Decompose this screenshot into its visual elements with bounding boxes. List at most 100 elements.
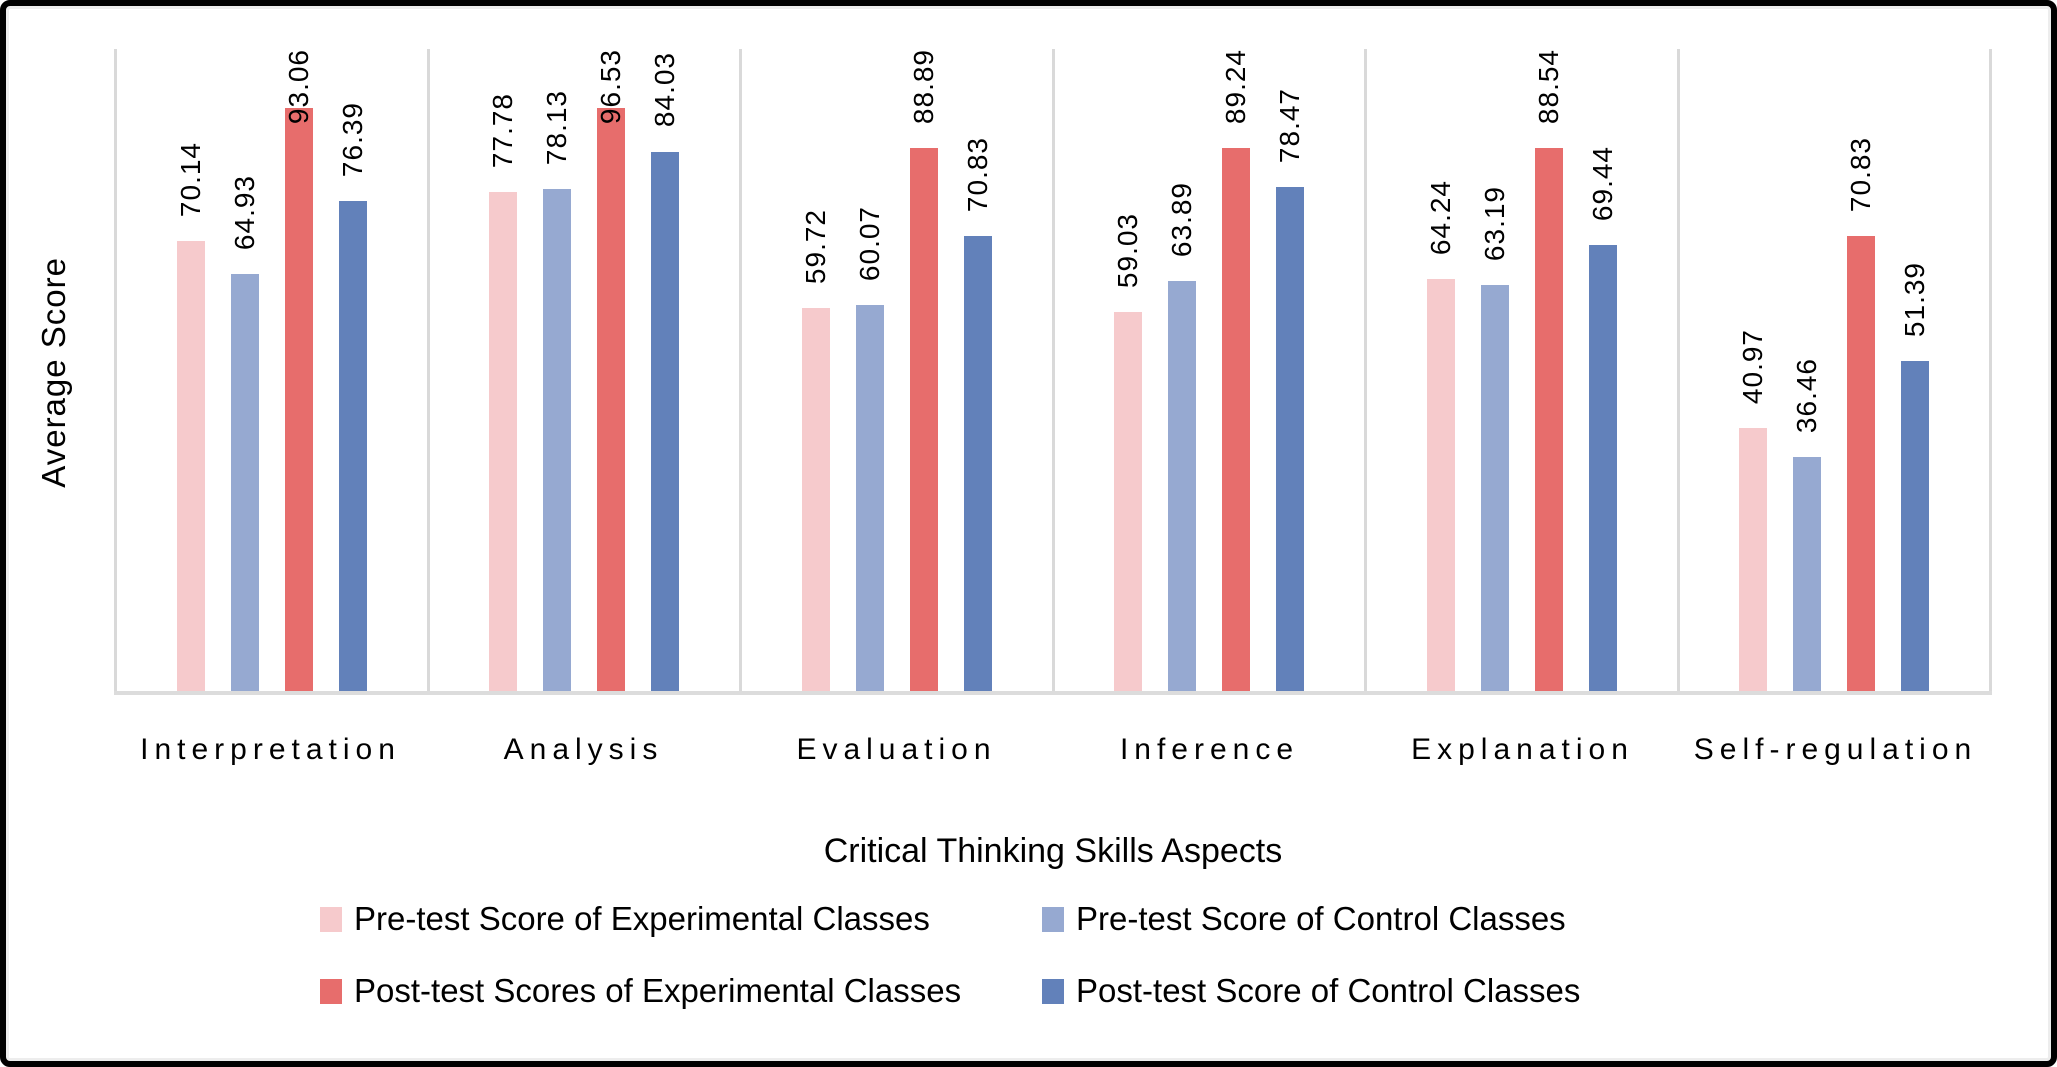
bar [489, 191, 518, 691]
bar [963, 236, 992, 691]
legend-swatch-icon [1042, 906, 1064, 932]
bar [543, 189, 572, 691]
legend-label: Pre-test Score of Control Classes [1076, 900, 1566, 937]
bar-slot: 64.93 [228, 49, 260, 691]
bar-slot: 59.03 [1112, 49, 1144, 691]
bar-slot: 93.06 [282, 49, 314, 691]
bar [1739, 427, 1768, 691]
bar-value-label: 70.83 [1845, 137, 1877, 213]
bar-value-label: 78.47 [1274, 88, 1306, 164]
bar [597, 108, 626, 691]
bar [909, 148, 938, 691]
bar [1588, 245, 1617, 691]
category-panel: 59.72 60.07 88.89 70.83 [739, 49, 1052, 691]
bar-value-label: 69.44 [1586, 146, 1618, 222]
bar-slot: 89.24 [1220, 49, 1252, 691]
legend-item: Pre-test Score of Experimental Classes [320, 900, 1042, 938]
bar-value-label: 93.06 [282, 49, 314, 125]
legend-item: Pre-test Score of Control Classes [1042, 900, 1580, 938]
plot-area: 70.14 64.93 93.06 76.39 77.78 78.13 96.53 84.03… [114, 49, 1992, 695]
bar-value-label: 51.39 [1899, 262, 1931, 338]
bar-value-label: 64.93 [228, 175, 260, 251]
bar-slot: 96.53 [595, 49, 627, 691]
category-label: Analysis [503, 733, 664, 766]
category-label: Interpretation [140, 733, 401, 766]
bar-slot: 64.24 [1425, 49, 1456, 691]
category-axis: Interpretation Analysis Evaluation Inferenc… [114, 733, 1992, 767]
legend-swatch-icon [1042, 978, 1064, 1004]
bar-slot: 60.07 [853, 49, 885, 691]
bar-value-label: 88.89 [907, 49, 939, 125]
bar-value-label: 36.46 [1791, 357, 1823, 433]
bar-value-label: 70.14 [174, 141, 206, 217]
bar-slot: 40.97 [1737, 49, 1769, 691]
bar-slot: 84.03 [649, 49, 681, 691]
bar-value-label: 70.83 [961, 137, 993, 213]
bar [1426, 278, 1455, 691]
bar-slot: 70.83 [1845, 49, 1877, 691]
bar-value-label: 60.07 [853, 206, 885, 282]
legend-item: Post-test Scores of Experimental Classes [320, 972, 1042, 1010]
y-axis-title: Average Score [35, 256, 72, 488]
bar-value-label: 96.53 [595, 49, 627, 125]
bar-slot: 76.39 [336, 49, 368, 691]
category-panel: 77.78 78.13 96.53 84.03 [426, 49, 740, 691]
bar-slot: 78.13 [541, 49, 573, 691]
bar [1480, 285, 1509, 691]
bar-slot: 88.89 [907, 49, 939, 691]
bar-value-label: 89.24 [1220, 49, 1252, 125]
category-panel: 64.24 63.19 88.54 69.44 [1364, 49, 1677, 691]
bar-slot: 78.47 [1274, 49, 1306, 691]
legend-label: Pre-test Score of Experimental Classes [354, 900, 930, 937]
bar [855, 305, 884, 691]
bar-slot: 88.54 [1532, 49, 1564, 691]
bar-slot: 51.39 [1899, 49, 1931, 691]
bar [1901, 361, 1930, 691]
bar [230, 274, 259, 691]
category-label: Self-regulation [1693, 733, 1978, 766]
bar [338, 200, 367, 691]
bar [1847, 236, 1876, 691]
category-panel: 40.97 36.46 70.83 51.39 [1676, 49, 1992, 691]
bar [1114, 312, 1143, 691]
bar [651, 151, 680, 691]
bar-slot: 36.46 [1791, 49, 1823, 691]
bar-slot: 59.72 [799, 49, 831, 691]
bar [1222, 148, 1251, 691]
category-label: Inference [1119, 733, 1300, 766]
bar-value-label: 76.39 [336, 101, 368, 177]
bar-value-label: 63.89 [1166, 181, 1198, 257]
bar-value-label: 40.97 [1737, 328, 1769, 404]
category-label: Explanation [1411, 733, 1634, 766]
bar-value-label: 77.78 [487, 92, 519, 168]
legend-swatch-icon [320, 978, 342, 1004]
bar-value-label: 84.03 [649, 52, 681, 128]
bar [1168, 280, 1197, 691]
bar-slot: 77.78 [487, 49, 519, 691]
legend-swatch-icon [320, 906, 342, 932]
bar [1534, 148, 1563, 691]
bar-slot: 69.44 [1586, 49, 1618, 691]
legend-label: Post-test Score of Control Classes [1076, 972, 1581, 1009]
bar-value-label: 88.54 [1532, 49, 1564, 125]
bar-slot: 63.19 [1478, 49, 1510, 691]
bar-slot: 70.14 [174, 49, 206, 691]
bar [284, 108, 313, 691]
bar [801, 307, 830, 691]
x-axis-title: Critical Thinking Skills Aspects [823, 832, 1283, 870]
bar-slot: 70.83 [961, 49, 993, 691]
bar [1276, 187, 1305, 691]
bar-value-label: 59.03 [1112, 212, 1144, 289]
bar [1793, 456, 1822, 691]
bar-value-label: 78.13 [541, 90, 573, 166]
bar-value-label: 59.72 [799, 208, 831, 284]
category-panel: 59.03 63.89 89.24 78.47 [1051, 49, 1365, 691]
y-axis-title-wrap: Average Score [22, 49, 86, 695]
bar-slot: 63.89 [1166, 49, 1198, 691]
bar [176, 240, 205, 691]
legend-label: Post-test Scores of Experimental Classes [354, 972, 962, 1009]
legend-item: Post-test Score of Control Classes [1042, 972, 1580, 1010]
bar-value-label: 63.19 [1478, 186, 1510, 262]
category-label: Evaluation [796, 733, 997, 766]
